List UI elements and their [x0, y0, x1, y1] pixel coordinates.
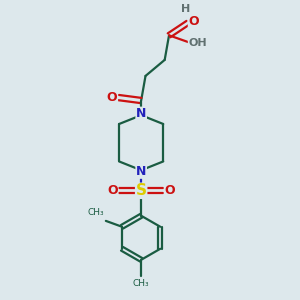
Text: H: H — [181, 4, 190, 14]
Text: O: O — [107, 184, 118, 197]
Text: S: S — [136, 183, 147, 198]
Text: O: O — [188, 15, 199, 28]
Text: N: N — [136, 165, 146, 178]
Text: CH₃: CH₃ — [88, 208, 104, 217]
Text: CH₃: CH₃ — [133, 279, 149, 288]
Text: O: O — [164, 184, 175, 197]
Text: OH: OH — [188, 38, 207, 48]
Text: O: O — [107, 91, 118, 104]
Text: N: N — [136, 107, 146, 120]
